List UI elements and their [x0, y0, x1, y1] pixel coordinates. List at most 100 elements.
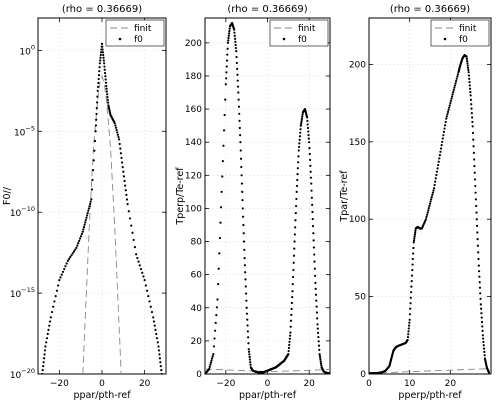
series-point-f0: [246, 318, 249, 321]
legend-swatch-f0: [443, 37, 447, 41]
series-point-f0: [155, 332, 158, 336]
series-point-f0: [216, 298, 219, 301]
series-point-f0: [438, 153, 441, 157]
series-point-f0: [313, 253, 316, 256]
legend-box: [105, 19, 165, 47]
series-point-f0: [103, 62, 106, 65]
series-point-f0: [438, 157, 441, 160]
series-point-f0: [319, 362, 323, 365]
series-point-f0: [52, 305, 55, 308]
series-point-f0: [414, 229, 417, 232]
series-point-f0: [122, 175, 126, 178]
series-point-f0: [475, 218, 478, 221]
y-tick-exponent: −20: [21, 367, 35, 375]
series-point-f0: [82, 225, 86, 229]
series-point-f0: [208, 365, 211, 369]
series-point-f0: [409, 302, 412, 305]
series-point-f0: [45, 337, 49, 340]
series-point-f0: [244, 278, 247, 281]
series-point-f0: [293, 247, 296, 250]
series-point-f0: [432, 189, 435, 192]
y-tick-label: 150: [349, 138, 366, 148]
series-point-f0: [294, 226, 297, 229]
series-point-f0: [102, 59, 105, 62]
series-point-f0: [71, 252, 74, 255]
x-tick-label: 0: [265, 379, 271, 389]
series-point-f0: [63, 267, 66, 271]
series-point-f0: [240, 182, 244, 185]
series-point-f0: [247, 342, 250, 345]
series-point-f0: [104, 78, 107, 81]
series-point-f0: [97, 77, 100, 81]
series-point-f0: [407, 330, 410, 333]
series-point-f0: [46, 332, 49, 336]
series-point-f0: [84, 221, 87, 224]
series-point-f0: [456, 75, 459, 78]
series-point-f0: [214, 321, 217, 325]
series-point-f0: [227, 37, 230, 40]
series-point-f0: [239, 133, 242, 137]
series-point-f0: [478, 281, 481, 284]
series-point-f0: [239, 141, 242, 144]
chart-title: (rho = 0.36669): [227, 4, 307, 15]
y-tick-base: 10: [10, 290, 22, 300]
series-point-f0: [450, 95, 454, 98]
series-point-f0: [90, 198, 93, 201]
legend-box: [269, 19, 329, 47]
series-point-f0: [430, 196, 433, 199]
series-point-f0: [67, 257, 71, 260]
legend-label-finit: finit: [459, 24, 477, 34]
series-point-f0: [96, 95, 99, 98]
x-axis-label: ppar/pth-ref: [73, 390, 131, 401]
series-point-f0: [234, 43, 237, 47]
series-point-f0: [298, 142, 301, 145]
series-point-f0: [310, 189, 313, 192]
series-point-f0: [439, 147, 443, 150]
series-point-f0: [60, 273, 63, 276]
series-point-f0: [214, 329, 217, 332]
series-point-f0: [96, 85, 100, 88]
series-point-f0: [239, 149, 242, 152]
x-tick-label: 20: [445, 379, 457, 389]
series-point-f0: [57, 284, 60, 287]
series-point-f0: [233, 31, 236, 34]
series-point-f0: [41, 372, 44, 374]
series-point-f0: [311, 203, 314, 206]
series-point-f0: [292, 261, 295, 264]
series-point-f0: [312, 232, 315, 235]
series-point-f0: [294, 219, 297, 222]
series-point-f0: [467, 74, 471, 77]
series-point-f0: [291, 283, 294, 286]
series-point-f0: [245, 299, 248, 302]
y-tick-label: 200: [185, 39, 202, 49]
series-point-f0: [413, 237, 416, 240]
y-tick-label: 10−5: [14, 124, 35, 138]
series-point-f0: [465, 57, 468, 61]
series-point-f0: [407, 333, 410, 336]
series-point-f0: [426, 211, 429, 214]
series-point-f0: [295, 190, 298, 193]
series-point-f0: [159, 365, 162, 368]
series-point-f0: [234, 40, 237, 43]
series-point-f0: [65, 262, 68, 265]
series-point-f0: [74, 248, 77, 251]
series-point-f0: [487, 371, 491, 374]
series-point-f0: [238, 119, 241, 122]
series-point-f0: [215, 306, 219, 309]
series-point-f0: [82, 228, 85, 231]
series-point-f0: [130, 224, 133, 227]
series-point-f0: [242, 240, 246, 243]
series-point-f0: [288, 343, 291, 347]
series-point-f0: [225, 71, 228, 74]
x-tick-label: 0: [366, 379, 372, 389]
series-point-f0: [99, 53, 102, 57]
series-point-f0: [227, 34, 230, 37]
series-point-f0: [99, 59, 102, 62]
series-point-f0: [247, 348, 250, 351]
series-point-f0: [219, 221, 222, 224]
series-point-f0: [95, 112, 98, 116]
plot-area: [369, 54, 491, 374]
series-point-f0: [94, 124, 98, 127]
y-tick-label: 200: [349, 60, 366, 70]
